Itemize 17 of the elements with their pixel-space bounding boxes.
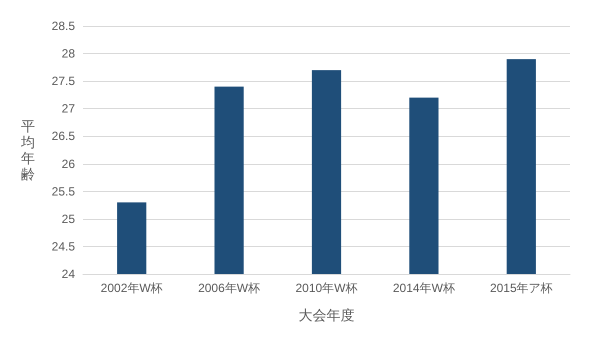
x-tick-label: 2015年ア杯 <box>490 281 553 295</box>
x-axis-title: 大会年度 <box>298 307 354 323</box>
y-tick-label: 27.5 <box>52 74 76 88</box>
y-tick-label: 25.5 <box>52 184 76 198</box>
x-tick-label: 2010年W杯 <box>295 281 358 295</box>
y-tick-label: 26.5 <box>52 129 76 144</box>
x-tick-label: 2002年W杯 <box>100 281 163 295</box>
y-tick-label: 24 <box>62 267 76 281</box>
y-axis-title: 平均年齢 <box>20 118 35 182</box>
x-tick-label: 2006年W杯 <box>198 281 260 295</box>
y-tick-label: 26 <box>62 156 76 171</box>
x-tick-label: 2014年W杯 <box>392 281 455 295</box>
y-tick-label: 25 <box>62 212 76 226</box>
y-tick-label: 28 <box>62 46 76 61</box>
y-tick-label: 27 <box>62 102 76 116</box>
y-tick-label: 24.5 <box>52 239 76 254</box>
y-tick-label: 28.5 <box>52 19 76 33</box>
